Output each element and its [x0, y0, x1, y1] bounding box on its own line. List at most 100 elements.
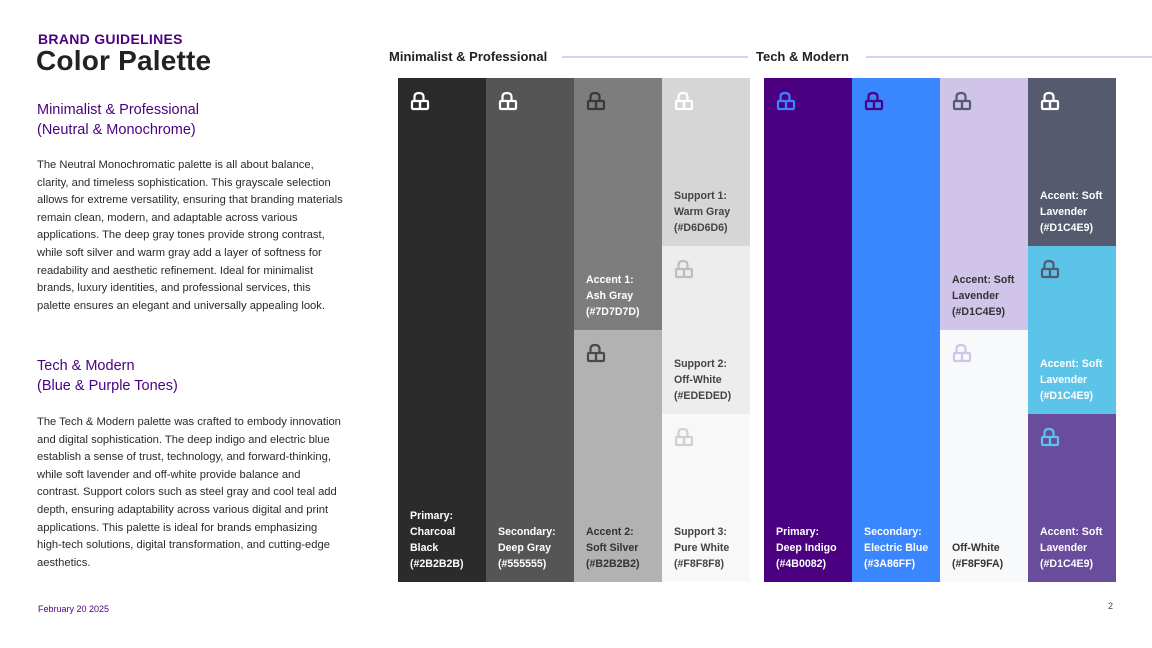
section-body: The Tech & Modern palette was crafted to… — [37, 416, 341, 569]
footer-date: February 20 2025 — [38, 604, 110, 614]
swatch-label-line: Accent: Soft — [952, 274, 1015, 286]
swatch-label-line: Primary: — [776, 526, 819, 538]
swatch-label-line: Accent: Soft — [1040, 190, 1103, 202]
swatch-label: Primary: Deep Indigo (#4B0082) — [776, 524, 846, 572]
swatch-label: Secondary: Electric Blue (#3A86FF) — [864, 524, 934, 572]
swatch-label-line: (#3A86FF) — [864, 558, 916, 570]
color-swatch: Accent 1: Ash Gray (#7D7D7D) — [574, 78, 662, 330]
swatch-label-line: Ash Gray — [586, 290, 634, 302]
swatch-label-line: Lavender — [1040, 206, 1088, 218]
divider-line — [562, 56, 748, 58]
palette-icon — [674, 427, 694, 447]
palette-icon — [952, 91, 972, 111]
swatch-label-line: (#D1C4E9) — [1040, 558, 1093, 570]
page-title: Color Palette — [36, 45, 212, 76]
swatch-label-line: Lavender — [1040, 542, 1088, 554]
swatch-label-line: Lavender — [1040, 374, 1088, 386]
palette-group-label: Tech & Modern — [756, 49, 849, 64]
divider-line — [866, 56, 1152, 58]
swatch-label-line: Black — [410, 542, 439, 554]
swatch-label-line: Accent 2: — [586, 526, 634, 538]
color-swatch: Support 3: Pure White (#F8F8F8) — [662, 414, 750, 582]
swatch-label-line: Deep Gray — [498, 542, 551, 554]
palette-icon — [674, 259, 694, 279]
swatch-label-line: Secondary: — [498, 526, 556, 538]
palette-column: Secondary: Electric Blue (#3A86FF) — [852, 78, 940, 582]
color-swatch: Accent 2: Soft Silver (#B2B2B2) — [574, 330, 662, 582]
swatch-label: Accent: Soft Lavender (#D1C4E9) — [1040, 524, 1110, 572]
swatch-label-line: Secondary: — [864, 526, 922, 538]
palette-icon — [952, 343, 972, 363]
color-swatch: Support 1: Warm Gray (#D6D6D6) — [662, 78, 750, 246]
swatch-label: Off-White (#F8F9FA) — [952, 540, 1022, 572]
palette-icon — [410, 91, 430, 111]
palette-column: Accent: Soft Lavender (#D1C4E9) Off-White (#… — [940, 78, 1028, 582]
swatch-label: Accent: Soft Lavender (#D1C4E9) — [1040, 356, 1110, 404]
swatch-label: Support 2: Off-White (#EDEDED) — [674, 356, 744, 404]
color-swatch: Accent: Soft Lavender (#D1C4E9) — [1028, 78, 1116, 246]
swatch-label-line: Support 2: — [674, 358, 727, 370]
palette-icon — [674, 91, 694, 111]
swatch-label-line: (#B2B2B2) — [586, 558, 640, 570]
swatch-label-line: (#555555) — [498, 558, 547, 570]
swatch-label-line: Soft Silver — [586, 542, 639, 554]
eyebrow-label: BRAND GUIDELINES — [38, 31, 183, 47]
palette-icon — [1040, 259, 1060, 279]
palette-group-label: Minimalist & Professional — [389, 49, 548, 64]
palette-column: Accent: Soft Lavender (#D1C4E9) Accent: Sof… — [1028, 78, 1116, 582]
swatch-label: Accent: Soft Lavender (#D1C4E9) — [1040, 188, 1110, 236]
swatch-label-line: Lavender — [952, 290, 1000, 302]
palette-icon — [498, 91, 518, 111]
color-swatch: Secondary: Deep Gray (#555555) — [486, 78, 574, 582]
color-swatch: Secondary: Electric Blue (#3A86FF) — [852, 78, 940, 582]
swatch-label: Accent 1: Ash Gray (#7D7D7D) — [586, 272, 656, 320]
palette-column: Accent 1: Ash Gray (#7D7D7D) Accent 2: Soft … — [574, 78, 662, 582]
swatch-label: Secondary: Deep Gray (#555555) — [498, 524, 568, 572]
palette-icon — [586, 343, 606, 363]
swatch-label-line: Off-White — [674, 374, 722, 386]
swatch-label: Accent 2: Soft Silver (#B2B2B2) — [586, 524, 656, 572]
swatch-label: Primary: Charcoal Black (#2B2B2B) — [410, 508, 480, 572]
swatch-label-line: Accent: Soft — [1040, 526, 1103, 538]
color-swatch: Off-White (#F8F9FA) — [940, 330, 1028, 582]
swatch-label-line: Accent: Soft — [1040, 358, 1103, 370]
palette-icon — [776, 91, 796, 111]
swatch-label-line: (#7D7D7D) — [586, 306, 640, 318]
palette-column: Primary: Deep Indigo (#4B0082) — [764, 78, 852, 582]
swatch-label: Support 3: Pure White (#F8F8F8) — [674, 524, 744, 572]
swatch-label-line: Accent 1: — [586, 274, 634, 286]
swatch-label: Support 1: Warm Gray (#D6D6D6) — [674, 188, 744, 236]
palette-icon — [1040, 427, 1060, 447]
swatch-label-line: (#F8F8F8) — [674, 558, 725, 570]
color-swatch: Support 2: Off-White (#EDEDED) — [662, 246, 750, 414]
swatch-label-line: Support 3: — [674, 526, 727, 538]
swatch-label-line: (#F8F9FA) — [952, 558, 1004, 570]
swatch-label-line: (#D1C4E9) — [1040, 390, 1093, 402]
color-swatch: Primary: Deep Indigo (#4B0082) — [764, 78, 852, 582]
swatch-label-line: Off-White — [952, 542, 1000, 554]
swatch-label-line: (#2B2B2B) — [410, 558, 464, 570]
palette-column: Secondary: Deep Gray (#555555) — [486, 78, 574, 582]
color-swatch: Accent: Soft Lavender (#D1C4E9) — [940, 78, 1028, 330]
swatch-label-line: Support 1: — [674, 190, 727, 202]
swatch-label-line: (#D1C4E9) — [1040, 222, 1093, 234]
palette-icon — [864, 91, 884, 111]
swatch-label-line: (#4B0082) — [776, 558, 827, 570]
section-heading: Tech & Modern (Blue & Purple Tones) — [37, 358, 178, 394]
palette-icon — [1040, 91, 1060, 111]
palette-icon — [586, 91, 606, 111]
swatch-label-line: (#D6D6D6) — [674, 222, 728, 234]
swatch-label-line: Pure White — [674, 542, 730, 554]
page-number: 2 — [1108, 601, 1114, 611]
color-swatch: Primary: Charcoal Black (#2B2B2B) — [398, 78, 486, 582]
swatch-label: Accent: Soft Lavender (#D1C4E9) — [952, 272, 1022, 320]
palette-column: Primary: Charcoal Black (#2B2B2B) — [398, 78, 486, 582]
swatch-label-line: Primary: — [410, 510, 453, 522]
swatch-label-line: Deep Indigo — [776, 542, 837, 554]
color-swatch: Accent: Soft Lavender (#D1C4E9) — [1028, 414, 1116, 582]
swatch-label-line: Warm Gray — [674, 206, 731, 218]
swatch-label-line: (#D1C4E9) — [952, 306, 1005, 318]
color-swatch: Accent: Soft Lavender (#D1C4E9) — [1028, 246, 1116, 414]
swatch-label-line: (#EDEDED) — [674, 390, 732, 402]
swatch-label-line: Electric Blue — [864, 542, 929, 554]
